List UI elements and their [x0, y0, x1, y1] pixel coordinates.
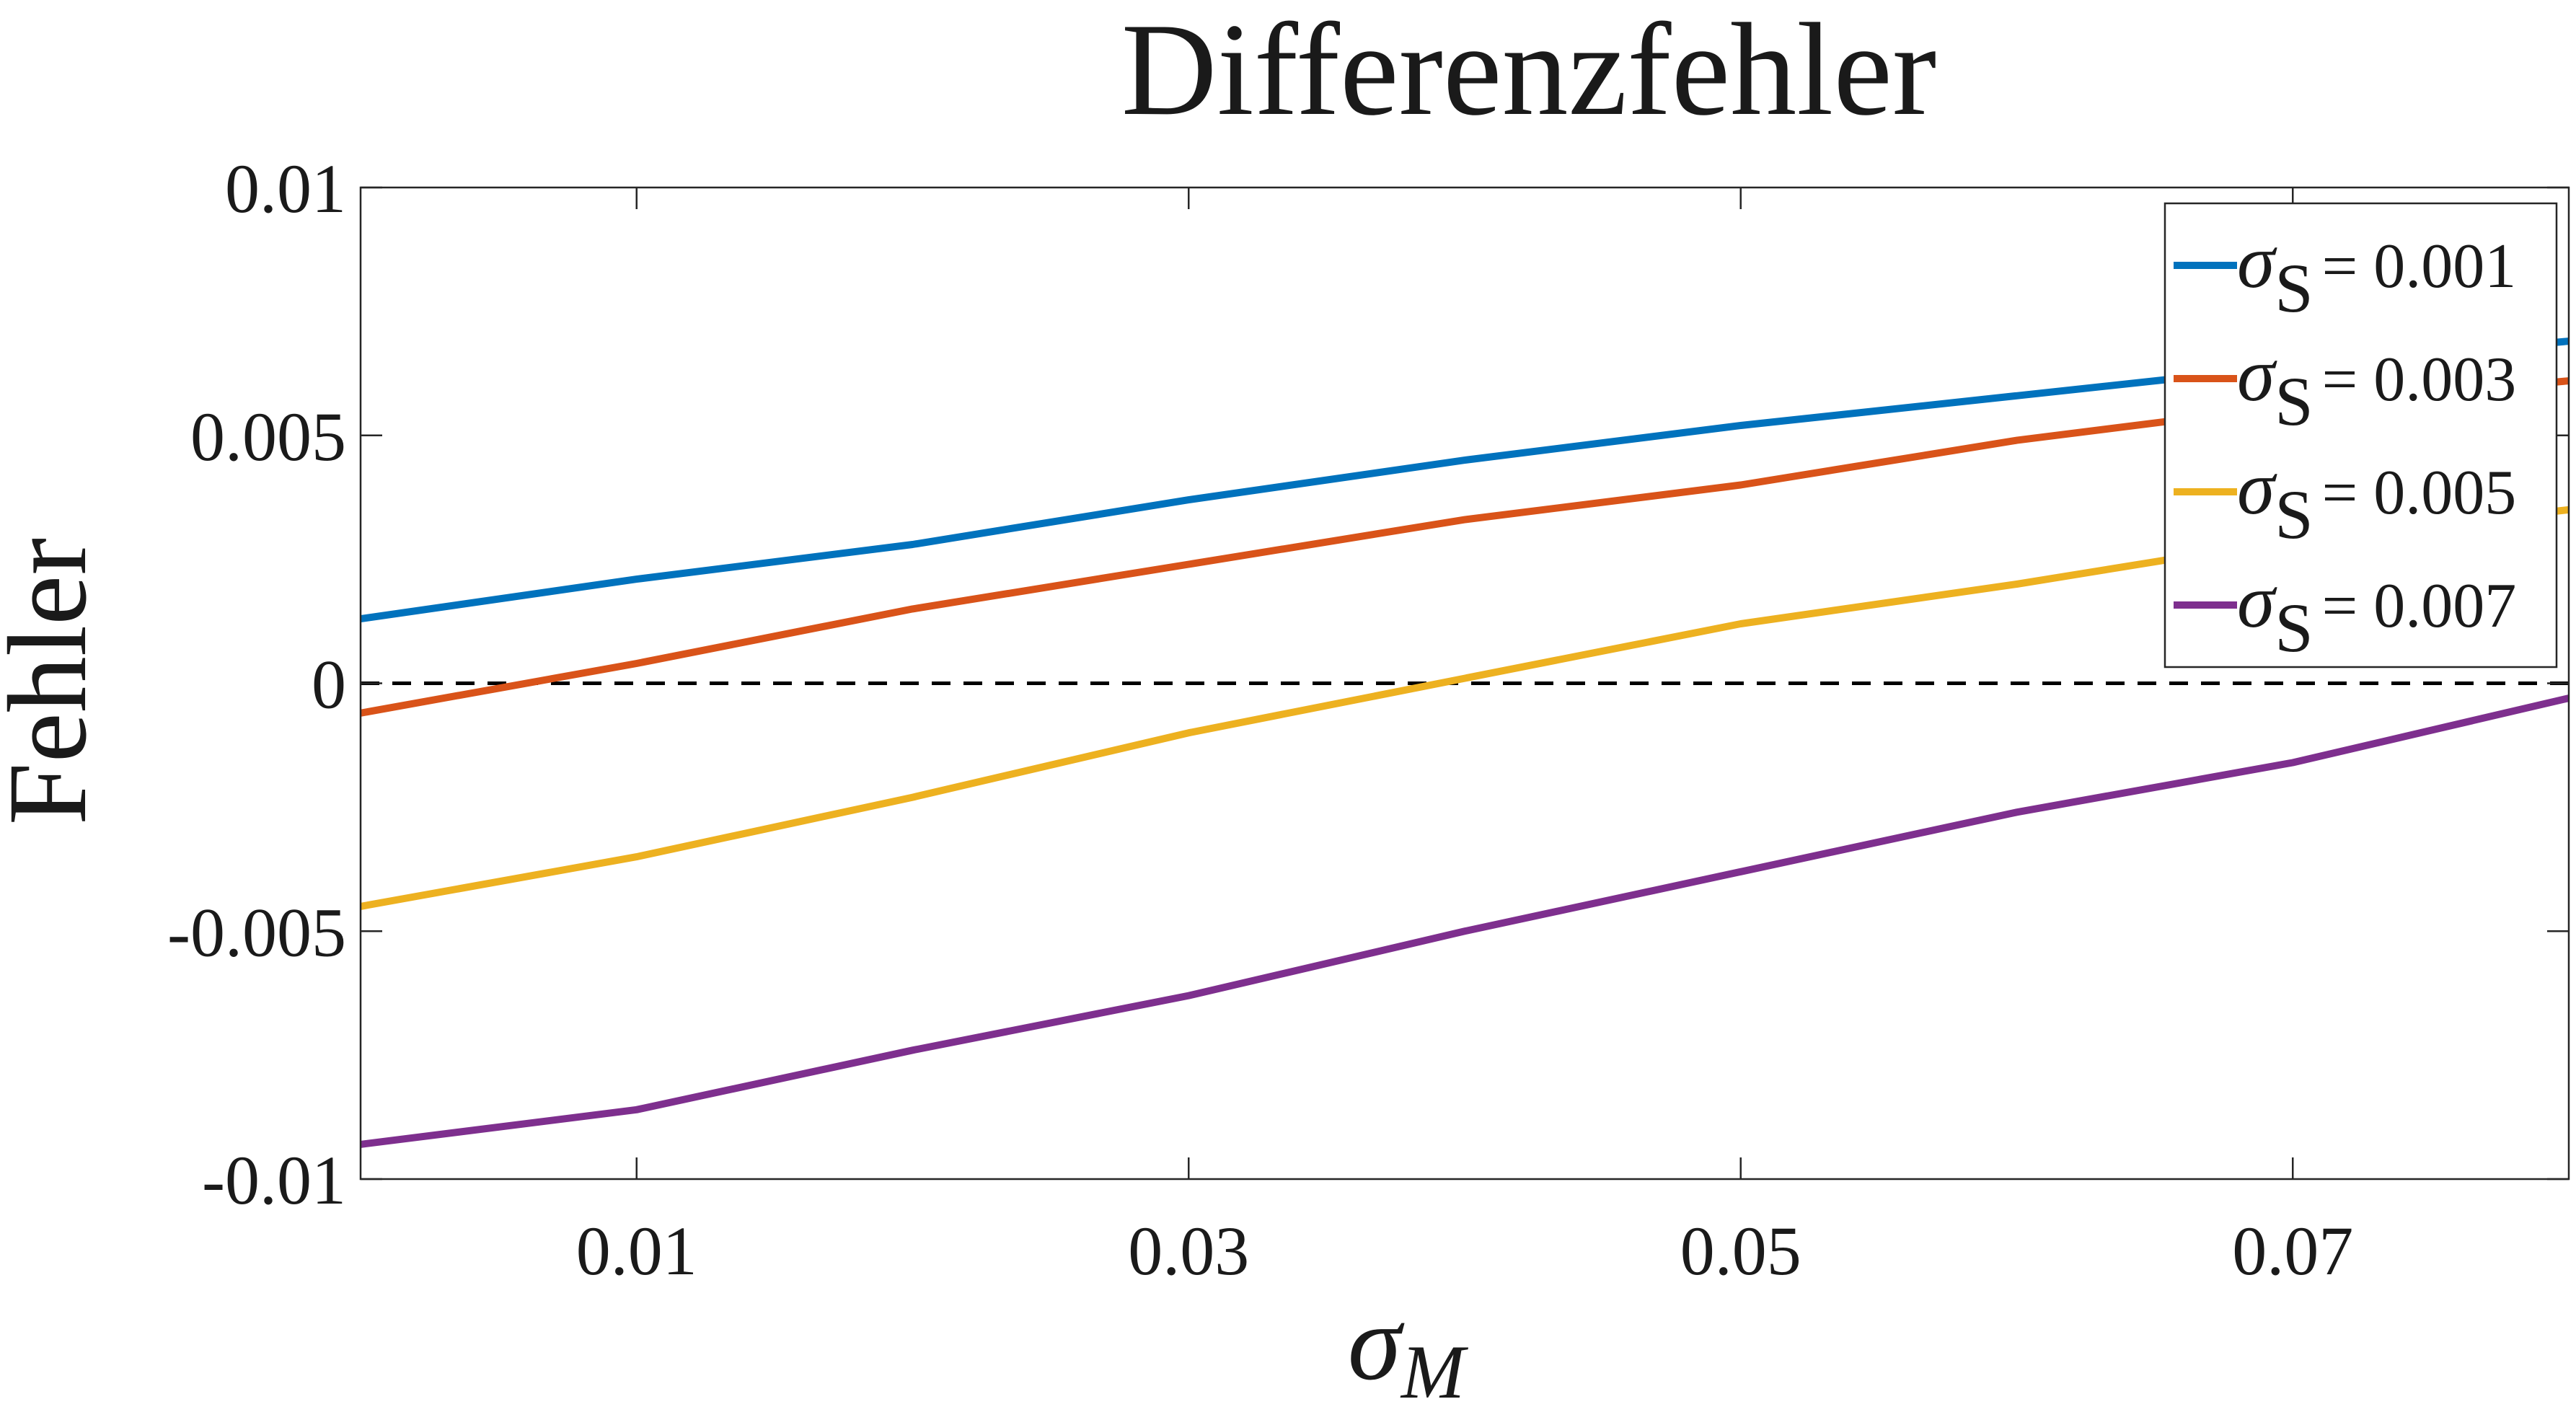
legend-label-3: σS = 0.005 — [2237, 446, 2516, 553]
legend-symbol: σ — [2237, 559, 2277, 643]
y-tick-label: 0.01 — [225, 150, 346, 227]
y-tick-label: -0.01 — [202, 1142, 346, 1219]
y-tick-label: -0.005 — [167, 893, 346, 971]
legend-box — [2163, 202, 2558, 669]
legend-symbol: σ — [2237, 219, 2277, 304]
legend-label-4: σS = 0.007 — [2237, 559, 2516, 666]
legend-value: = 0.005 — [2322, 458, 2517, 528]
x-tick-label: 0.05 — [1680, 1212, 1801, 1289]
legend-subscript: S — [2275, 363, 2313, 440]
chart-title: Differenzfehler — [1121, 0, 1937, 143]
legend-label-1: σS = 0.001 — [2237, 219, 2516, 327]
legend-label-2: σS = 0.003 — [2237, 332, 2516, 440]
legend-subscript: S — [2275, 250, 2313, 327]
x-tick-label: 0.03 — [1128, 1212, 1249, 1289]
x-tick-label: 0.07 — [2232, 1212, 2353, 1289]
legend-value: = 0.001 — [2322, 231, 2517, 301]
y-tick-label: 0 — [312, 646, 346, 723]
legend-subscript: S — [2275, 476, 2313, 553]
x-axis-label: σM — [1348, 1283, 1469, 1412]
x-tick-label: 0.01 — [576, 1212, 697, 1289]
x-axis-label-subscript: M — [1400, 1330, 1469, 1412]
series-line-4 — [360, 694, 2570, 1148]
legend-value: = 0.007 — [2322, 571, 2517, 641]
y-tick-label: 0.005 — [190, 398, 346, 475]
legend-symbol: σ — [2237, 332, 2277, 417]
x-axis-label-symbol: σ — [1348, 1283, 1405, 1403]
legend-subscript: S — [2275, 589, 2313, 666]
y-axis-label: Fehler — [0, 538, 110, 826]
legend-value: = 0.003 — [2322, 345, 2517, 415]
legend-symbol: σ — [2237, 446, 2277, 530]
